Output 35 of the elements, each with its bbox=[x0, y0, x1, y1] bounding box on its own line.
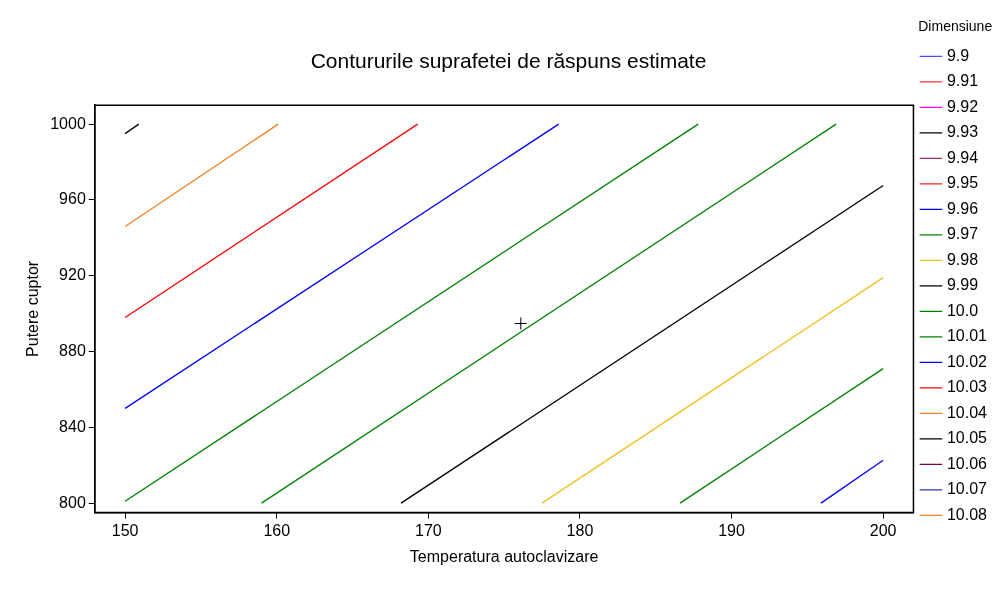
legend-label: 10.03 bbox=[946, 378, 988, 396]
legend-label: 10.02 bbox=[946, 352, 988, 370]
legend-label: 10.07 bbox=[946, 480, 988, 498]
y-tick-label: 1000 bbox=[50, 114, 86, 132]
y-tick-label: 800 bbox=[59, 493, 86, 511]
y-tick-label: 920 bbox=[59, 266, 86, 284]
x-tick-label: 200 bbox=[869, 521, 897, 539]
legend-label: 10.06 bbox=[946, 454, 988, 472]
x-tick-label: 160 bbox=[263, 521, 291, 539]
legend-label: 9.97 bbox=[946, 225, 979, 243]
legend-label: 9.92 bbox=[946, 97, 979, 115]
legend-label: 10.05 bbox=[946, 429, 988, 447]
y-tick-label: 880 bbox=[59, 341, 86, 359]
legend-label: 9.93 bbox=[946, 123, 979, 141]
x-axis-title: Temperatura autoclavizare bbox=[409, 547, 599, 565]
legend-label: 10.0 bbox=[946, 301, 979, 319]
x-tick-label: 190 bbox=[718, 521, 745, 539]
legend-label: 9.91 bbox=[946, 72, 979, 90]
legend-label: 9.99 bbox=[946, 276, 979, 294]
legend-label: 9.96 bbox=[946, 199, 979, 217]
y-tick-label: 960 bbox=[59, 190, 86, 208]
y-axis-title: Putere cuptor bbox=[24, 260, 42, 357]
legend-label: 9.95 bbox=[946, 174, 979, 192]
legend-label: 9.9 bbox=[946, 46, 970, 64]
y-tick-label: 840 bbox=[59, 417, 86, 435]
legend-label: 10.01 bbox=[946, 327, 988, 345]
legend-label: 9.94 bbox=[946, 148, 979, 166]
x-tick-label: 180 bbox=[566, 521, 594, 539]
chart-title: Contururile suprafetei de răspuns estimate bbox=[310, 49, 707, 73]
legend-label: 10.04 bbox=[946, 403, 988, 421]
x-tick-label: 170 bbox=[414, 521, 442, 539]
x-tick-label: 150 bbox=[111, 521, 139, 539]
legend-label: 9.98 bbox=[946, 250, 979, 268]
legend-label: 10.08 bbox=[946, 505, 988, 523]
legend-title: Dimensiune bbox=[918, 17, 993, 34]
